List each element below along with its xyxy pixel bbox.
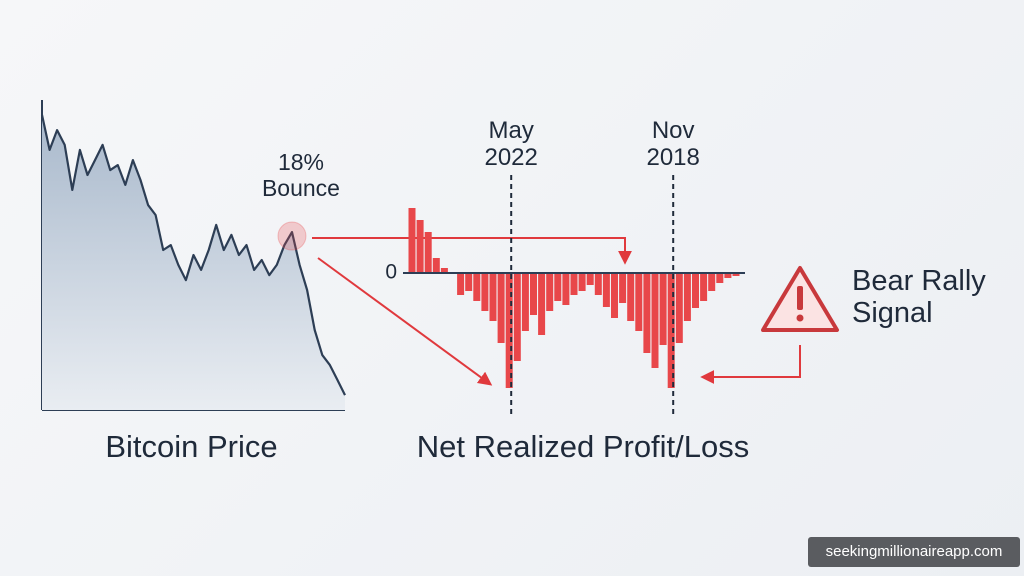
bar: [497, 273, 505, 343]
bar: [586, 273, 594, 285]
bar: [546, 273, 554, 311]
bar: [440, 268, 448, 273]
bar: [716, 273, 724, 283]
bar: [675, 273, 683, 343]
bar: [611, 273, 618, 318]
bar: [683, 273, 691, 321]
bar: [643, 273, 651, 353]
bar: [416, 220, 424, 273]
watermark: seekingmillionaireapp.com: [808, 537, 1020, 567]
chart-title: Bitcoin Price: [105, 429, 278, 464]
bar: [659, 273, 667, 345]
arrow: [317, 257, 493, 386]
bar: [667, 273, 675, 388]
bar: [692, 273, 699, 308]
bar: [408, 208, 416, 273]
arrow: [312, 237, 632, 265]
bar: [724, 273, 732, 278]
bar: [635, 273, 643, 331]
bar: [481, 273, 489, 311]
warning-icon: [761, 266, 839, 332]
bar: [513, 273, 521, 361]
bar: [700, 273, 708, 301]
bar: [570, 273, 578, 295]
bar: [619, 273, 627, 303]
bar: [505, 273, 513, 388]
bar: [732, 273, 740, 276]
bar: [578, 273, 586, 291]
area-fill: [42, 114, 345, 411]
callout-text: Bear Rally Signal: [852, 265, 986, 330]
bar: [554, 273, 562, 301]
bar: [708, 273, 716, 291]
annotation: 18% Bounce: [261, 149, 340, 201]
arrow: [700, 345, 801, 384]
bar: [465, 273, 473, 291]
bar: [627, 273, 635, 321]
bar: [432, 258, 440, 273]
x-tick-label: Nov 2018: [646, 117, 700, 171]
x-tick-label: May 2022: [484, 117, 538, 171]
bar: [489, 273, 497, 321]
bar: [521, 273, 529, 331]
bar: [457, 273, 465, 295]
arrows: [312, 237, 801, 386]
bar: [602, 273, 610, 307]
highlight: [277, 221, 307, 251]
y-tick-label: 0: [385, 261, 397, 284]
bar: [538, 273, 546, 335]
bar: [562, 273, 570, 305]
bar: [651, 273, 659, 368]
price-line: [40, 114, 346, 396]
chart-title: Net Realized Profit/Loss: [416, 429, 750, 464]
bar: [473, 273, 481, 301]
bar: [424, 232, 432, 273]
bar: [530, 273, 537, 315]
bar: [594, 273, 602, 295]
